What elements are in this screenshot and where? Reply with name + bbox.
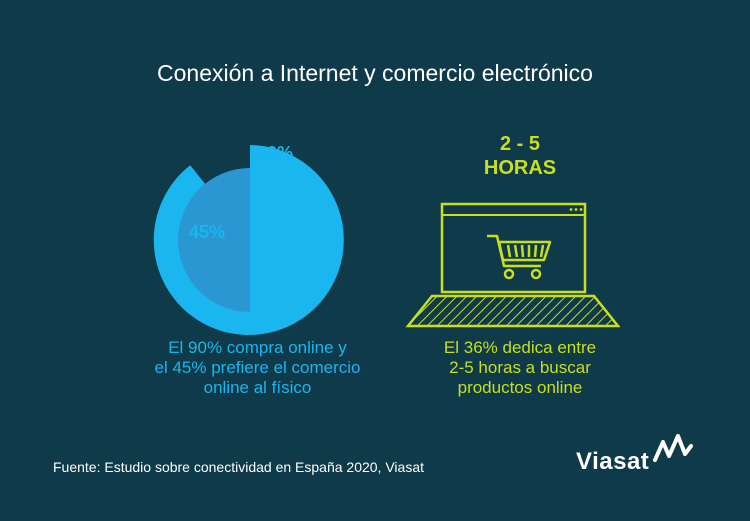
pie-label-90: 90%: [257, 143, 294, 163]
source-note: Fuente: Estudio sobre conectividad en Es…: [53, 459, 424, 475]
pie-caption: El 90% compra online y el 45% prefiere e…: [154, 338, 361, 397]
shopping-cart-icon: [487, 234, 552, 280]
laptop-base: [405, 294, 620, 328]
hours-caption: El 36% dedica entre 2-5 horas a buscar p…: [443, 338, 597, 397]
pie-label-45: 45%: [189, 222, 226, 242]
hours-range-unit: HORAS: [483, 157, 557, 179]
laptop-screen: [440, 202, 587, 294]
page-title: Conexión a Internet y comercio electróni…: [157, 60, 593, 86]
viasat-mark-icon: [653, 434, 693, 462]
viasat-logo: Viasat: [576, 448, 650, 475]
laptop-shopping-cart-icon: [405, 202, 620, 328]
hours-range-value: 2 - 5: [499, 133, 541, 155]
pie-chart: [153, 145, 344, 335]
hours-range: 2 - 5 HORAS: [460, 132, 580, 180]
pie-slice-45: [178, 168, 250, 312]
